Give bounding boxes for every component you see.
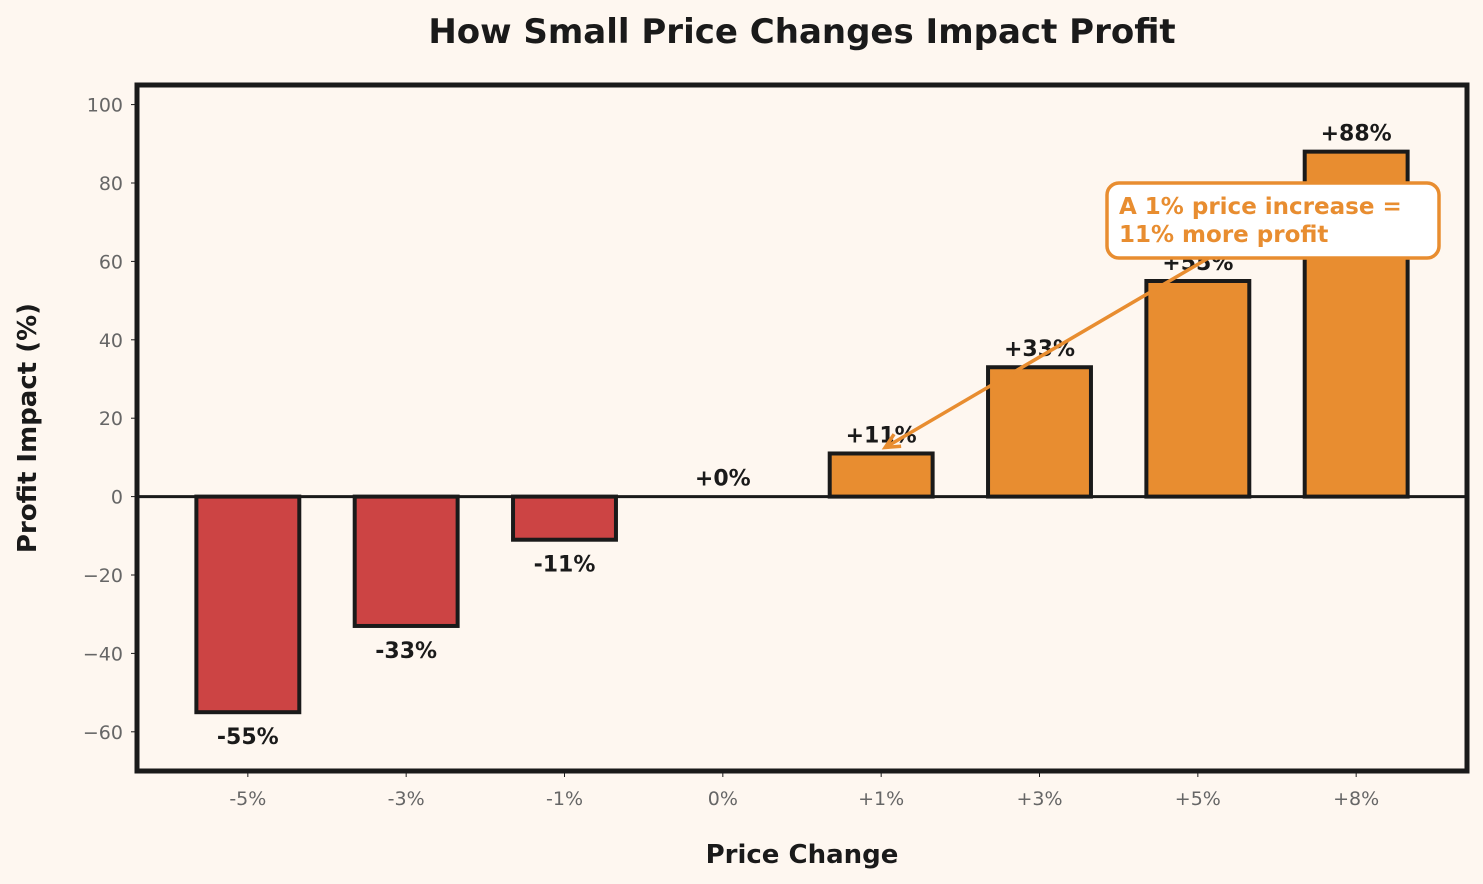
bar (194, 494, 302, 715)
x-tick-label: 0% (708, 788, 738, 810)
data-label: +0% (695, 467, 751, 492)
annotation-arrowhead (881, 433, 902, 450)
bar (352, 494, 460, 628)
x-tick-label: +5% (1175, 788, 1221, 810)
data-label: +88% (1321, 122, 1392, 147)
y-tick-label: 60 (99, 251, 123, 273)
bar (827, 451, 935, 499)
annotation-arrow (884, 254, 1213, 449)
plot-area: -55%-5%-33%-3%-11%-1%+0%0%+11%+1%+33%+3%… (83, 82, 1470, 810)
bar (1144, 279, 1252, 499)
x-tick-label: -5% (229, 788, 266, 810)
y-axis-label: Profit Impact (%) (13, 303, 43, 553)
x-tick-label: +1% (858, 788, 904, 810)
data-label: -55% (217, 725, 279, 750)
x-tick-label: +8% (1333, 788, 1379, 810)
x-axis-label: Price Change (706, 840, 899, 870)
y-tick-label: −40 (83, 643, 123, 665)
data-label: -11% (534, 553, 596, 578)
y-tick-label: 0 (111, 487, 123, 509)
bar (986, 365, 1093, 499)
y-tick-label: −60 (83, 722, 123, 744)
chart-title: How Small Price Changes Impact Profit (428, 12, 1175, 52)
y-tick-label: 40 (99, 330, 123, 352)
x-tick-label: -1% (546, 788, 583, 810)
x-tick-label: -3% (388, 788, 425, 810)
x-tick-label: +3% (1016, 788, 1062, 810)
bar (511, 494, 618, 542)
y-tick-label: −20 (83, 565, 123, 587)
annotation-text: 11% more profit (1119, 222, 1328, 248)
y-tick-label: 100 (87, 95, 123, 117)
data-label: -33% (375, 639, 437, 664)
y-tick-label: 20 (99, 408, 123, 430)
y-tick-label: 80 (99, 173, 123, 195)
plot-frame (134, 82, 1470, 774)
annotation-text: A 1% price increase = (1119, 194, 1402, 220)
annotation-box (1105, 181, 1441, 260)
